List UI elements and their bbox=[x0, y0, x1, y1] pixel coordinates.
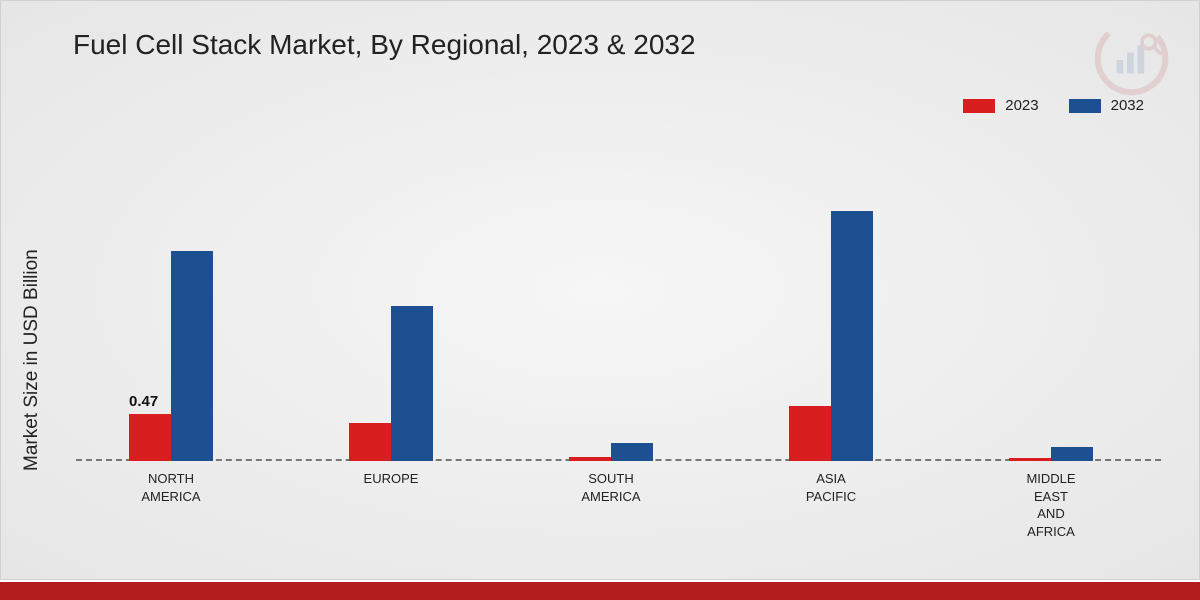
watermark-logo-icon bbox=[1094, 21, 1169, 96]
bar-2032-mea bbox=[1051, 447, 1093, 461]
category-label-eu: EUROPE bbox=[331, 470, 451, 488]
legend-label-2023: 2023 bbox=[1005, 97, 1038, 114]
category-label-ap: ASIA PACIFIC bbox=[771, 470, 891, 505]
legend-swatch-2023 bbox=[963, 99, 995, 113]
bar-2032-sa bbox=[611, 443, 653, 461]
category-label-mea: MIDDLE EAST AND AFRICA bbox=[991, 470, 1111, 540]
category-label-sa: SOUTH AMERICA bbox=[551, 470, 671, 505]
chart-title: Fuel Cell Stack Market, By Regional, 202… bbox=[73, 29, 696, 61]
bar-2023-ap bbox=[789, 406, 831, 461]
legend-item-2032: 2032 bbox=[1069, 97, 1144, 114]
bar-2032-ap bbox=[831, 211, 873, 461]
bar-2023-eu bbox=[349, 423, 391, 461]
bar-2032-na bbox=[171, 251, 213, 461]
legend-item-2023: 2023 bbox=[963, 97, 1038, 114]
chart-canvas: Fuel Cell Stack Market, By Regional, 202… bbox=[0, 0, 1200, 580]
value-label-2023-na: 0.47 bbox=[129, 393, 158, 410]
legend-label-2032: 2032 bbox=[1111, 97, 1144, 114]
category-labels-row: NORTH AMERICA EUROPE SOUTH AMERICA ASIA PAC… bbox=[76, 466, 1161, 556]
bar-2032-eu bbox=[391, 306, 433, 461]
legend: 2023 2032 bbox=[963, 97, 1144, 114]
y-axis-label: Market Size in USD Billion bbox=[21, 249, 43, 471]
footer-accent-bar bbox=[0, 582, 1200, 600]
bar-2023-na bbox=[129, 414, 171, 461]
category-label-na: NORTH AMERICA bbox=[111, 470, 231, 505]
plot-area: 0.47 bbox=[76, 141, 1161, 461]
legend-swatch-2032 bbox=[1069, 99, 1101, 113]
bar-2023-sa bbox=[569, 457, 611, 461]
bar-2023-mea bbox=[1009, 458, 1051, 461]
